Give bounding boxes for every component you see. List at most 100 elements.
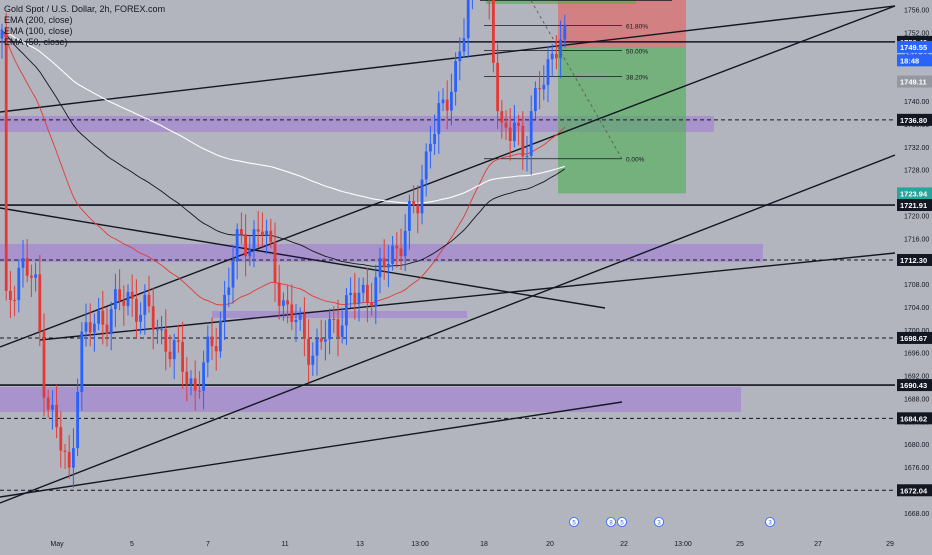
event-marker-0[interactable] xyxy=(569,517,579,527)
candle-body xyxy=(80,331,84,392)
candle-body xyxy=(269,230,273,242)
price-tag-4[interactable] xyxy=(897,75,932,88)
candle-body xyxy=(118,289,121,301)
price-tag-5[interactable] xyxy=(897,113,932,126)
price-tag-3[interactable] xyxy=(897,54,932,67)
candle-body xyxy=(454,61,457,92)
y-tick-label: 1708.00 xyxy=(904,282,929,289)
event-marker-4[interactable] xyxy=(617,517,627,527)
candle-body xyxy=(496,62,499,112)
candle-body xyxy=(160,329,163,331)
event-marker-3[interactable] xyxy=(765,517,775,527)
candle-body xyxy=(46,397,50,410)
price-tag-label-9: 1698.67 xyxy=(900,334,927,343)
candle-body xyxy=(156,329,159,331)
price-tag-6[interactable] xyxy=(897,187,932,200)
candle-body xyxy=(67,451,71,468)
candle-body xyxy=(185,371,189,385)
y-tick-label: 1700.00 xyxy=(904,328,929,335)
event-marker-label-4: 5 xyxy=(620,521,624,527)
candle-body xyxy=(437,103,441,134)
ema-lines xyxy=(1,29,566,306)
stop-loss-zone[interactable] xyxy=(558,0,686,47)
candle-body xyxy=(408,201,411,231)
y-tick-label: 1704.00 xyxy=(904,305,929,312)
price-tag-label-10: 1690.43 xyxy=(900,381,927,390)
candle-body xyxy=(93,323,96,333)
event-marker-2[interactable] xyxy=(654,517,664,527)
candle-body xyxy=(433,133,436,144)
candle-body xyxy=(76,391,79,449)
candle-body xyxy=(261,231,264,235)
fib-label-5: 50.00% xyxy=(626,49,648,56)
candle-body xyxy=(17,267,21,301)
price-tag-2[interactable] xyxy=(897,40,932,53)
time-axis-background xyxy=(0,534,932,550)
event-marker-1[interactable] xyxy=(606,517,616,527)
trend-line-3 xyxy=(0,207,606,309)
candle-body xyxy=(13,299,16,301)
candle-body xyxy=(395,245,399,249)
candle-body xyxy=(164,329,168,352)
x-tick-label: 20 xyxy=(546,541,554,548)
short-position-tool[interactable] xyxy=(486,0,686,194)
x-tick-label: 22 xyxy=(620,541,628,548)
price-tag-11[interactable] xyxy=(897,412,932,425)
ema-200-line xyxy=(1,29,565,204)
y-tick-label: 1692.00 xyxy=(904,374,929,381)
candle-body xyxy=(374,277,378,307)
chart-legend: Gold Spot / U.S. Dollar, 2h, FOREX.com E… xyxy=(4,4,165,48)
candle-body xyxy=(227,287,231,295)
legend-ema-50[interactable]: EMA (50, close) xyxy=(4,37,68,47)
take-profit-zone[interactable] xyxy=(558,46,686,194)
x-tick-label: 27 xyxy=(814,541,822,548)
candle-body xyxy=(25,258,29,276)
candle-body xyxy=(206,336,210,363)
candle-body xyxy=(550,53,554,60)
ema-100-line xyxy=(1,29,566,267)
x-tick-label: 18 xyxy=(480,541,488,548)
candle-body xyxy=(311,355,315,365)
candle-body xyxy=(210,336,214,347)
candle-body xyxy=(177,340,180,342)
price-tag-8[interactable] xyxy=(897,253,932,266)
fib-label-6: 38.20% xyxy=(626,74,648,81)
candle-body xyxy=(324,339,327,342)
trend-line-2 xyxy=(0,154,896,504)
candle-body xyxy=(357,292,361,304)
candle-body xyxy=(282,300,285,306)
y-tick-label: 1696.00 xyxy=(904,351,929,358)
price-tag-9[interactable] xyxy=(897,331,932,344)
candle-body xyxy=(256,229,260,232)
candle-body xyxy=(517,122,520,126)
y-tick-label: 1740.00 xyxy=(904,99,929,106)
trend-line-0 xyxy=(0,5,896,113)
price-axis[interactable]: 1664.001668.001672.001676.001680.001684.… xyxy=(897,0,932,541)
fibonacci-tool[interactable]: 113.00%100.00%85.60%78.60%61.80%50.00%38… xyxy=(484,0,652,164)
candle-body xyxy=(84,322,88,332)
candle-body xyxy=(500,111,504,123)
candle-body xyxy=(416,205,420,214)
price-tag-12[interactable] xyxy=(897,484,932,497)
candle-body xyxy=(340,325,344,337)
price-tag-label-3: 18:48 xyxy=(900,56,919,65)
candle-body xyxy=(42,331,46,398)
fib-label-7: 0.00% xyxy=(626,157,645,164)
candle-body xyxy=(458,51,462,62)
candle-body xyxy=(319,338,323,342)
candlestick-series xyxy=(0,0,567,488)
time-axis[interactable]: May 5 7 11 13 13:00 18 20 22 13:00 25 27 29 xyxy=(0,534,932,550)
price-tag-label-11: 1684.62 xyxy=(900,414,927,423)
event-markers[interactable]: 5 8 3 3 5 xyxy=(569,517,775,527)
price-tag-7[interactable] xyxy=(897,199,932,212)
legend-ema-100[interactable]: EMA (100, close) xyxy=(4,26,73,36)
x-tick-label: 29 xyxy=(886,541,894,548)
y-tick-label: 1676.00 xyxy=(904,465,929,472)
candle-body xyxy=(345,295,348,326)
price-tag-10[interactable] xyxy=(897,379,932,392)
price-tag-label-5: 1736.80 xyxy=(900,116,927,125)
legend-ema-200[interactable]: EMA (200, close) xyxy=(4,15,73,25)
